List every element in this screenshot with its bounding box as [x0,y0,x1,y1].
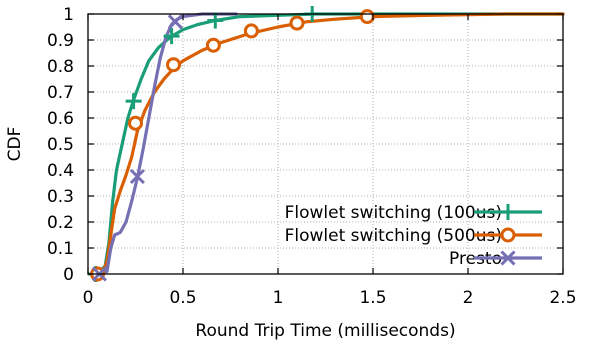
x-tick-label: 2 [463,288,474,308]
series-2-point [205,37,221,53]
y-tick-label: 0.4 [47,161,74,181]
x-axis-title: Round Trip Time (milliseconds) [195,321,455,341]
series-3-point [129,168,145,185]
legend-marker-2 [500,227,516,243]
y-tick-label: 0.5 [47,135,74,155]
series-line-3 [95,12,238,276]
legend-label-1: Flowlet switching (100us) [285,203,502,223]
y-tick-label: 0.9 [47,31,74,51]
series-2-point [128,115,143,131]
legend-label-2: Flowlet switching (500us) [285,226,502,246]
y-tick-label: 0 [63,265,74,285]
series-1-point [163,28,180,45]
series-2-point [359,9,375,25]
series-lines [92,12,565,276]
x-tick-label: 1 [273,288,284,308]
legend: Flowlet switching (100us) Flowlet switchi… [285,203,542,269]
y-tick-label: 0.7 [47,83,74,103]
legend-marker-1 [500,204,516,220]
series-1-point [125,93,142,110]
grid-lines [88,14,563,274]
y-tick-label: 0.1 [47,239,74,259]
y-tick-label: 0.2 [47,213,74,233]
x-tick-label: 1.5 [359,288,386,308]
y-tick-label: 0.3 [47,187,74,207]
series-2-point [166,57,181,73]
series-3-point [167,14,183,30]
series-line-2 [93,12,565,276]
x-tick-label: 0.5 [169,288,196,308]
x-axis-ticks: 0 0.5 1 1.5 2 2.5 [83,14,577,308]
x-tick-label: 2.5 [549,288,576,308]
series-1-point [207,12,224,29]
series-2-point [289,15,305,31]
legend-marker-3 [500,250,516,266]
series-2-point [243,23,259,39]
y-axis-ticks: 0 0.1 0.2 0.3 0.4 0.5 0.6 0.7 0.8 0.9 1 [47,5,563,285]
y-tick-label: 0.6 [47,109,74,129]
x-tick-label: 0 [83,288,94,308]
y-tick-label: 0.8 [47,57,74,77]
y-axis-title: CDF [5,127,25,162]
y-tick-label: 1 [63,5,74,25]
